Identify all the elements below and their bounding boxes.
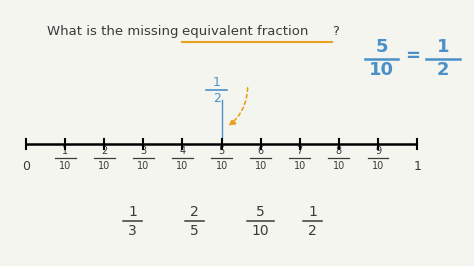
Text: 0: 0 [22,160,30,173]
Text: 10: 10 [372,161,384,171]
Text: 3: 3 [128,224,137,238]
Text: 1: 1 [309,205,317,219]
Text: 10: 10 [137,161,149,171]
Text: 10: 10 [333,161,345,171]
Text: 5: 5 [219,146,225,156]
Text: 2: 2 [190,205,199,219]
Text: 10: 10 [255,161,267,171]
Text: 10: 10 [59,161,71,171]
Text: 5: 5 [375,38,388,56]
Text: ?: ? [332,26,339,38]
Text: What is the missing: What is the missing [47,26,183,38]
Text: =: = [405,47,420,65]
Text: 10: 10 [294,161,306,171]
Text: 10: 10 [216,161,228,171]
Text: 7: 7 [297,146,303,156]
Text: 5: 5 [256,205,265,219]
Text: 1: 1 [62,146,68,156]
Text: 10: 10 [98,161,110,171]
Text: 10: 10 [176,161,189,171]
Text: 2: 2 [309,224,317,238]
Text: 1: 1 [437,38,449,56]
Text: 1: 1 [128,205,137,219]
Text: 2: 2 [437,61,449,79]
Text: 2: 2 [101,146,108,156]
Text: 10: 10 [252,224,270,238]
Text: 10: 10 [369,61,394,79]
Text: 1: 1 [413,160,421,173]
Text: 8: 8 [336,146,342,156]
Text: equivalent fraction: equivalent fraction [182,26,309,38]
Text: 9: 9 [375,146,381,156]
Text: 4: 4 [180,146,185,156]
Text: 3: 3 [140,146,146,156]
Text: 5: 5 [190,224,199,238]
Text: 6: 6 [258,146,264,156]
Text: 2: 2 [213,92,221,105]
Text: 1: 1 [213,76,221,89]
